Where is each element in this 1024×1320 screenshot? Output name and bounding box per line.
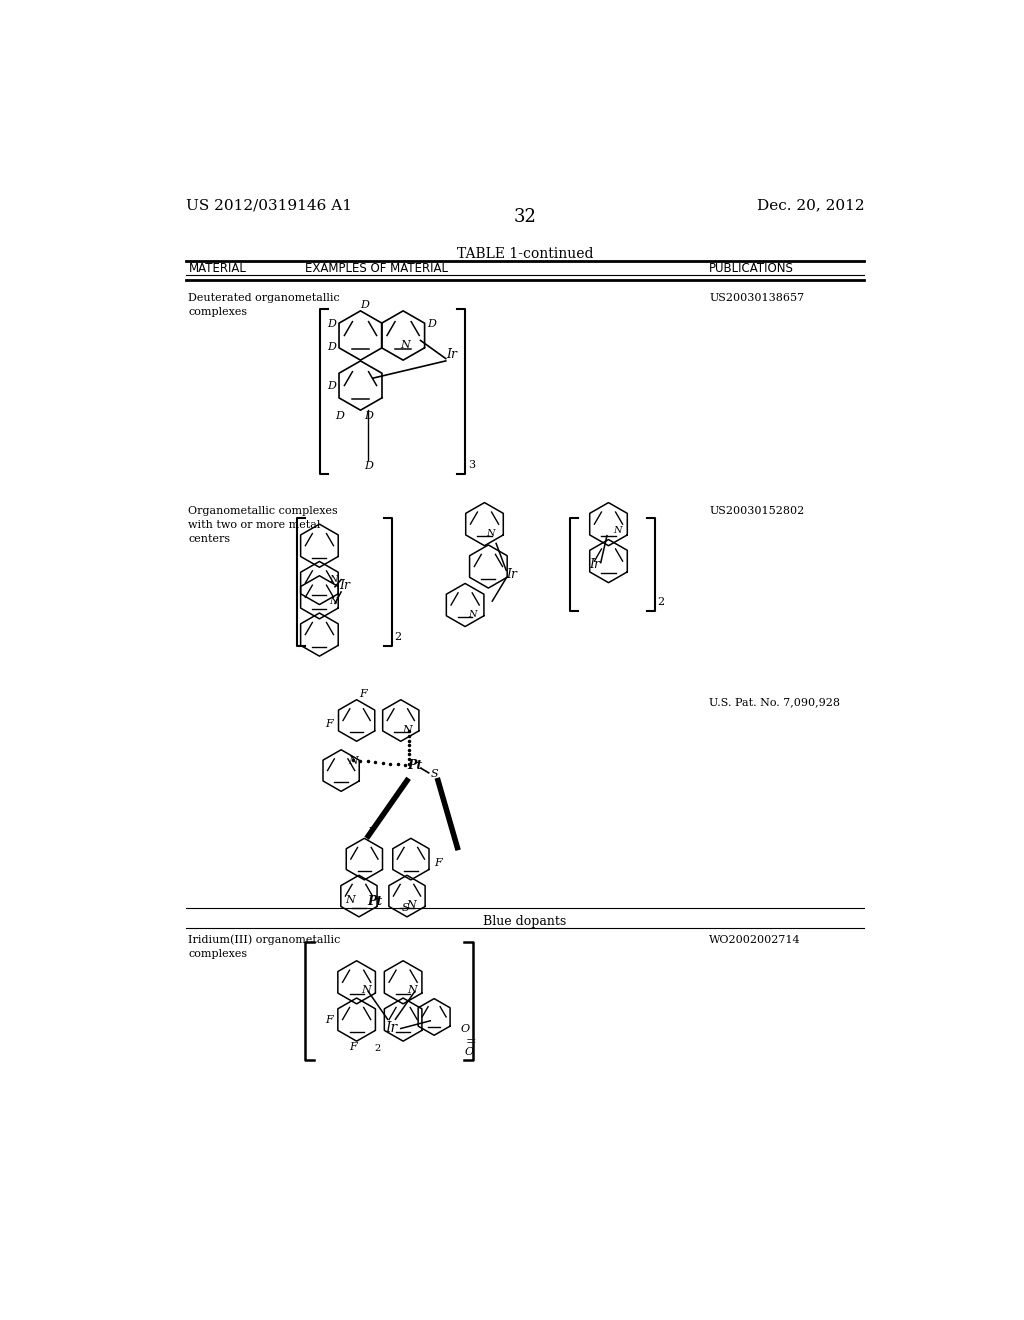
Text: N: N	[345, 895, 354, 906]
Text: D: D	[364, 412, 373, 421]
Text: Ir: Ir	[589, 558, 600, 572]
Text: TABLE 1-continued: TABLE 1-continued	[457, 247, 593, 261]
Text: N: N	[329, 574, 338, 583]
Text: Ir: Ir	[340, 579, 350, 593]
Text: S: S	[401, 903, 410, 912]
Text: D: D	[427, 319, 436, 329]
Text: US20030152802: US20030152802	[710, 507, 805, 516]
Text: US 2012/0319146 A1: US 2012/0319146 A1	[186, 198, 352, 213]
Text: F: F	[367, 828, 375, 837]
Text: Deuterated organometallic
complexes: Deuterated organometallic complexes	[188, 293, 340, 317]
Text: F: F	[325, 1015, 333, 1024]
Text: D: D	[364, 462, 373, 471]
Text: D: D	[328, 319, 336, 329]
Text: 2: 2	[657, 598, 665, 607]
Text: D: D	[360, 300, 369, 310]
Text: 3: 3	[468, 461, 475, 470]
Text: US20030138657: US20030138657	[710, 293, 805, 304]
Text: Blue dopants: Blue dopants	[483, 915, 566, 928]
Text: Ir: Ir	[445, 348, 457, 362]
Text: N: N	[348, 756, 357, 767]
Text: 2: 2	[375, 1044, 381, 1053]
Text: N: N	[613, 525, 622, 535]
Text: S: S	[430, 770, 438, 779]
Text: Dec. 20, 2012: Dec. 20, 2012	[757, 198, 864, 213]
Text: Iridium(III) organometallic
complexes: Iridium(III) organometallic complexes	[188, 935, 341, 960]
Text: Pt: Pt	[408, 759, 422, 772]
Text: Ir: Ir	[385, 1022, 397, 1035]
Text: N: N	[469, 610, 477, 619]
Text: D: D	[328, 380, 336, 391]
Text: Pt: Pt	[367, 895, 382, 908]
Text: Organometallic complexes
with two or more metal
centers: Organometallic complexes with two or mor…	[188, 507, 338, 544]
Text: Ir: Ir	[506, 568, 517, 581]
Text: D: D	[328, 342, 336, 352]
Text: U.S. Pat. No. 7,090,928: U.S. Pat. No. 7,090,928	[710, 697, 841, 708]
Text: 32: 32	[513, 209, 537, 227]
Text: PUBLICATIONS: PUBLICATIONS	[710, 261, 795, 275]
Text: F: F	[326, 719, 334, 730]
Text: F: F	[434, 858, 442, 869]
Text: O: O	[465, 1047, 473, 1056]
Text: D: D	[335, 412, 344, 421]
Text: =: =	[465, 1035, 476, 1048]
Text: O: O	[461, 1023, 470, 1034]
Text: F: F	[359, 689, 367, 698]
Text: N: N	[361, 985, 371, 995]
Text: N: N	[408, 985, 418, 995]
Text: N: N	[406, 900, 416, 911]
Text: N: N	[400, 339, 411, 350]
Text: N: N	[329, 597, 338, 606]
Text: WO2002002714: WO2002002714	[710, 935, 801, 945]
Text: 2: 2	[394, 632, 401, 643]
Text: N: N	[402, 725, 412, 735]
Text: F: F	[349, 1043, 356, 1052]
Text: EXAMPLES OF MATERIAL: EXAMPLES OF MATERIAL	[305, 261, 447, 275]
Text: MATERIAL: MATERIAL	[188, 261, 247, 275]
Text: N: N	[486, 529, 495, 537]
